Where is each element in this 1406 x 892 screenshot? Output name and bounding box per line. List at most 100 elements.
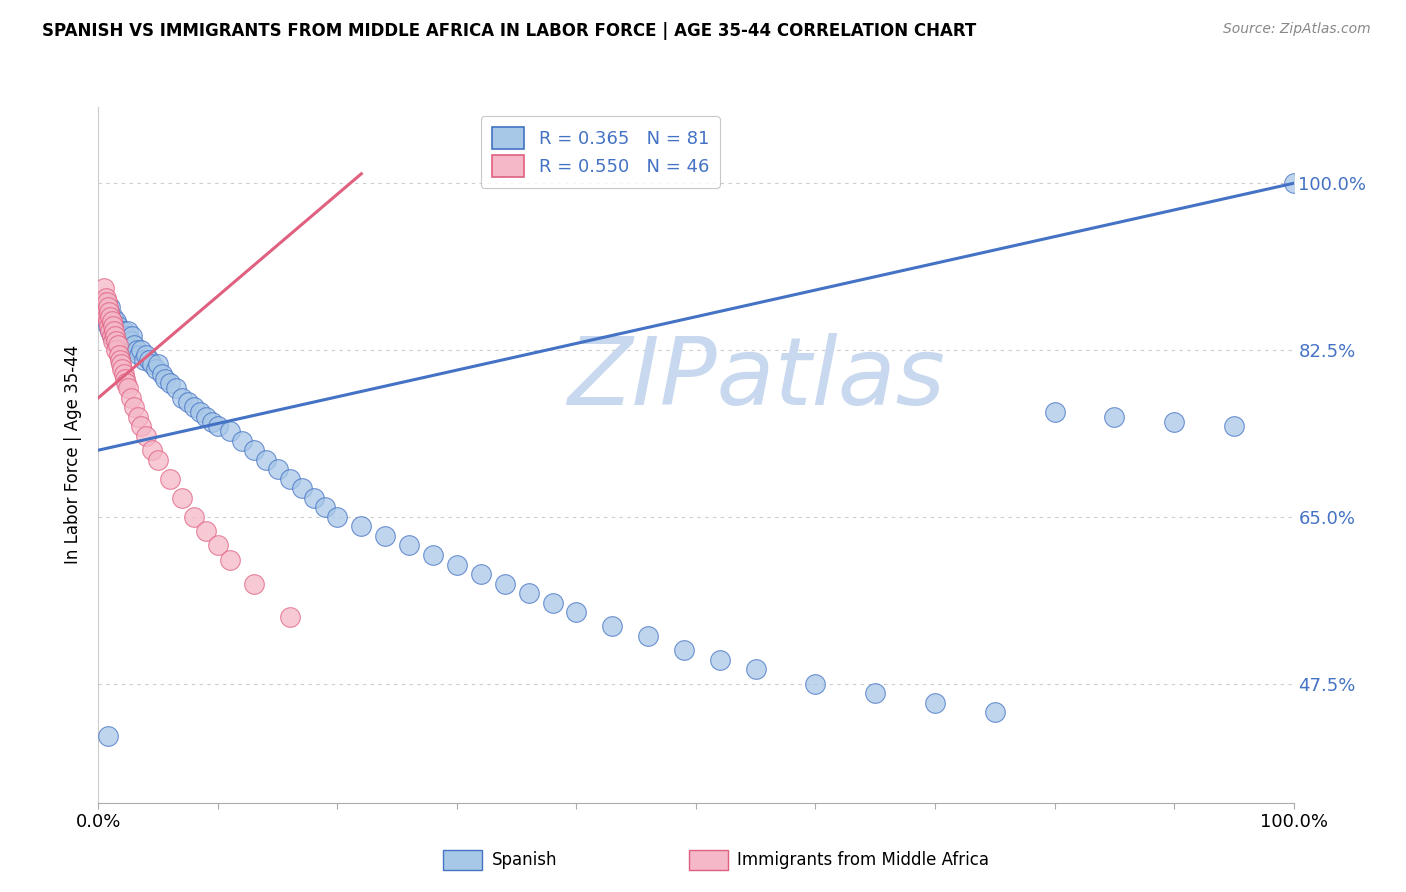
Point bbox=[107, 348, 129, 362]
Point bbox=[804, 676, 827, 690]
Point bbox=[107, 324, 129, 338]
Point bbox=[98, 310, 122, 324]
Point bbox=[98, 324, 122, 338]
Point bbox=[111, 328, 134, 343]
Point bbox=[422, 548, 444, 562]
Point bbox=[1102, 409, 1125, 424]
Point bbox=[278, 472, 301, 486]
Point bbox=[709, 653, 731, 667]
Point bbox=[108, 328, 131, 343]
Point bbox=[98, 314, 121, 328]
Point bbox=[201, 415, 224, 429]
Point bbox=[637, 629, 659, 643]
Point bbox=[105, 328, 128, 343]
Point bbox=[165, 381, 187, 395]
Point bbox=[673, 643, 696, 657]
Point bbox=[97, 319, 120, 334]
Point bbox=[101, 314, 124, 328]
Point bbox=[983, 705, 1005, 719]
Y-axis label: In Labor Force | Age 35-44: In Labor Force | Age 35-44 bbox=[63, 345, 82, 565]
Text: Source: ZipAtlas.com: Source: ZipAtlas.com bbox=[1223, 22, 1371, 37]
Text: Spanish: Spanish bbox=[492, 851, 558, 869]
Point bbox=[101, 310, 124, 324]
Point bbox=[131, 343, 153, 357]
Point bbox=[104, 328, 127, 343]
Point bbox=[105, 334, 128, 348]
Point bbox=[243, 443, 266, 458]
Point bbox=[138, 352, 160, 367]
Point bbox=[254, 452, 277, 467]
Point bbox=[108, 352, 131, 367]
Text: SPANISH VS IMMIGRANTS FROM MIDDLE AFRICA IN LABOR FORCE | AGE 35-44 CORRELATION : SPANISH VS IMMIGRANTS FROM MIDDLE AFRICA… bbox=[42, 22, 976, 40]
Point bbox=[1222, 419, 1246, 434]
Point bbox=[1043, 405, 1066, 419]
Point bbox=[91, 300, 114, 314]
Point bbox=[120, 334, 142, 348]
Point bbox=[111, 362, 134, 376]
Point bbox=[110, 324, 132, 338]
Point bbox=[97, 300, 120, 314]
Point bbox=[172, 391, 194, 405]
Point bbox=[470, 567, 492, 582]
Point bbox=[112, 367, 135, 381]
Point bbox=[110, 357, 132, 371]
Point bbox=[159, 472, 181, 486]
Point bbox=[219, 424, 242, 438]
Point bbox=[112, 324, 135, 338]
Point bbox=[194, 524, 217, 538]
Point bbox=[98, 319, 121, 334]
Point bbox=[91, 305, 114, 319]
Point bbox=[194, 409, 217, 424]
Point bbox=[494, 576, 516, 591]
Point bbox=[267, 462, 290, 476]
Point bbox=[124, 338, 146, 352]
Point bbox=[148, 452, 170, 467]
Point bbox=[148, 357, 170, 371]
Point bbox=[98, 324, 122, 338]
Point bbox=[207, 539, 229, 553]
Point bbox=[114, 334, 136, 348]
Point bbox=[121, 328, 143, 343]
Point bbox=[159, 376, 181, 391]
Point bbox=[103, 319, 125, 334]
Point bbox=[600, 619, 623, 633]
Point bbox=[115, 328, 138, 343]
Point bbox=[120, 391, 142, 405]
Point bbox=[141, 357, 163, 371]
Point bbox=[115, 328, 138, 343]
Point bbox=[115, 376, 138, 391]
Point bbox=[114, 372, 136, 386]
Point bbox=[98, 305, 121, 319]
Point bbox=[350, 519, 373, 533]
Point bbox=[96, 310, 118, 324]
Point bbox=[924, 696, 946, 710]
Point bbox=[290, 481, 312, 495]
Point bbox=[100, 328, 122, 343]
Point bbox=[278, 610, 301, 624]
Point bbox=[172, 491, 194, 505]
Point bbox=[135, 429, 157, 443]
Point bbox=[101, 319, 124, 334]
Point bbox=[145, 362, 167, 376]
Point bbox=[107, 338, 129, 352]
Point bbox=[127, 409, 149, 424]
Point bbox=[105, 343, 128, 357]
Text: Immigrants from Middle Africa: Immigrants from Middle Africa bbox=[737, 851, 988, 869]
Point bbox=[94, 305, 117, 319]
Point bbox=[188, 405, 211, 419]
Point bbox=[231, 434, 253, 448]
Point bbox=[398, 539, 420, 553]
Point bbox=[207, 419, 229, 434]
Point bbox=[93, 295, 115, 310]
Point bbox=[93, 281, 115, 295]
Point bbox=[97, 314, 120, 328]
Point bbox=[105, 314, 128, 328]
Point bbox=[100, 328, 122, 343]
Point bbox=[101, 334, 124, 348]
Point bbox=[131, 419, 153, 434]
Point bbox=[117, 324, 139, 338]
Point bbox=[745, 662, 768, 676]
Point bbox=[183, 401, 205, 415]
Point bbox=[517, 586, 540, 600]
Point bbox=[94, 291, 117, 305]
